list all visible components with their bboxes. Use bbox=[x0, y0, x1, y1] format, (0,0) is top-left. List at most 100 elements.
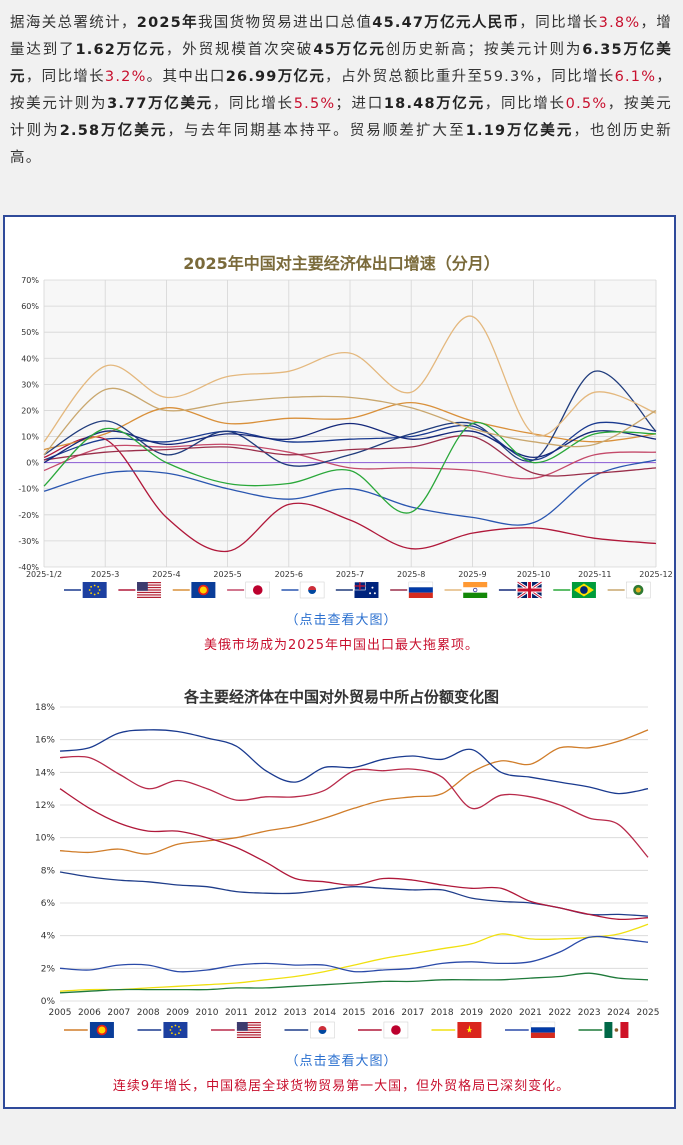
view-large-link-1[interactable]: （点击查看大图） bbox=[285, 613, 398, 628]
intro-text-segment: ；进口 bbox=[335, 96, 384, 112]
chart1-series-line bbox=[43, 421, 657, 514]
chart1-legend-item[interactable] bbox=[390, 581, 434, 598]
chart1-y-tick-label: 60% bbox=[21, 302, 39, 311]
chart2-x-tick-label: 2005 bbox=[49, 1008, 72, 1018]
chart1-x-tick-label: 2025-1/2 bbox=[26, 570, 62, 579]
chart1-series-line bbox=[43, 422, 657, 464]
chart2-legend-item[interactable] bbox=[578, 1022, 629, 1038]
chart1-legend-item[interactable] bbox=[444, 582, 488, 598]
intro-paragraph: 据海关总署统计，2025年我国货物贸易进出口总值45.47万亿元人民币，同比增长… bbox=[10, 10, 672, 172]
chart2-y-tick-label: 14% bbox=[35, 768, 55, 778]
chart2-y-tick-label: 8% bbox=[41, 866, 56, 876]
chart1-x-tick-label: 2025-12 bbox=[639, 570, 672, 579]
intro-text-segment: 创历史新高；按美元计则为 bbox=[385, 42, 583, 58]
intro-text-segment: ，同比增长 bbox=[535, 69, 615, 85]
chart1-x-tick-label: 2025-4 bbox=[152, 570, 180, 579]
chart1-y-tick-label: 10% bbox=[21, 433, 39, 442]
intro-text-segment: 3.77万亿美元 bbox=[107, 96, 213, 112]
intro-text-segment: ，按美元计则为 bbox=[10, 96, 673, 139]
chart1-y-tick-label: -40% bbox=[18, 563, 39, 572]
growth-rate-value: 0.5% bbox=[565, 96, 608, 112]
chart2-legend-item[interactable] bbox=[64, 1022, 114, 1038]
chart2-x-tick-label: 2018 bbox=[431, 1008, 454, 1018]
chart1-y-tick-label: 0% bbox=[26, 459, 39, 468]
chart2-x-tick-label: 2009 bbox=[166, 1008, 189, 1018]
chart1-series-line bbox=[43, 436, 657, 552]
chart1-legend-item[interactable] bbox=[607, 581, 651, 599]
chart2-y-tick-label: 6% bbox=[41, 899, 56, 909]
eu-flag-icon bbox=[82, 582, 107, 598]
chart2-plot-area bbox=[60, 707, 648, 1001]
chart1-y-tick-label: -20% bbox=[18, 511, 39, 520]
australia-flag-icon bbox=[354, 581, 379, 598]
us-flag-icon bbox=[137, 582, 162, 598]
chart1-series-line bbox=[43, 435, 657, 477]
vietnam-flag-icon bbox=[457, 1022, 482, 1038]
chart1-y-tick-label: -10% bbox=[18, 485, 39, 494]
chart1-y-tick-label: -30% bbox=[18, 537, 39, 546]
chart2-y-tick-label: 16% bbox=[35, 736, 55, 746]
asean-flag-icon bbox=[89, 1022, 114, 1038]
intro-text-segment: 。其中出口 bbox=[146, 69, 226, 85]
chart2-x-tick-label: 2015 bbox=[343, 1008, 366, 1018]
chart2-x-tick-label: 2023 bbox=[578, 1008, 601, 1018]
intro-text-segment: ，按美元计则为 bbox=[10, 69, 673, 112]
chart2-x-tick-label: 2007 bbox=[107, 1008, 130, 1018]
chart1-x-tick-label: 2025-3 bbox=[91, 570, 119, 579]
chart2-y-tick-label: 18% bbox=[35, 703, 55, 713]
intro-text-segment: 45.47万亿元人民币 bbox=[372, 15, 520, 31]
chart2-series-line bbox=[59, 755, 649, 858]
chart2-legend-item[interactable] bbox=[284, 1021, 335, 1039]
mexico-flag-icon bbox=[604, 1022, 629, 1038]
chart1-legend-item[interactable] bbox=[498, 580, 543, 600]
chart1-legend-item[interactable] bbox=[335, 581, 379, 598]
chart2-x-tick-label: 2019 bbox=[460, 1008, 483, 1018]
russia-flag-icon bbox=[530, 1021, 556, 1038]
chart2-legend-item[interactable] bbox=[358, 1021, 409, 1039]
chart2-y-tick-label: 2% bbox=[41, 964, 56, 974]
growth-rate-value: 3.2% bbox=[104, 69, 147, 85]
chart2-x-tick-label: 2010 bbox=[196, 1008, 219, 1018]
us-flag-icon bbox=[236, 1022, 261, 1038]
intro-text-segment: 59.3% bbox=[483, 69, 536, 85]
chart2-x-tick-label: 2017 bbox=[401, 1008, 424, 1018]
korea-flag-icon bbox=[299, 581, 325, 599]
chart2-legend-item[interactable] bbox=[211, 1022, 261, 1038]
chart1-y-tick-label: 30% bbox=[21, 380, 39, 389]
chart2-legend-item[interactable] bbox=[505, 1021, 556, 1038]
chart2-legend-item[interactable] bbox=[431, 1022, 482, 1038]
chart1-legend-item[interactable] bbox=[118, 582, 162, 598]
intro-text-segment: 2025年 bbox=[136, 15, 198, 31]
chart2-series-line bbox=[59, 729, 649, 855]
chart2-title: 各主要经济体在中国对外贸易中所占份额变化图 bbox=[183, 688, 499, 706]
chart1-series-line bbox=[43, 401, 657, 451]
chart1-x-tick-label: 2025-7 bbox=[336, 570, 364, 579]
chart1-legend-item[interactable] bbox=[227, 581, 270, 599]
chart2-x-tick-label: 2016 bbox=[372, 1008, 395, 1018]
korea-flag-icon bbox=[310, 1021, 335, 1039]
chart1-legend-item[interactable] bbox=[172, 582, 216, 598]
chart2-x-tick-label: 2014 bbox=[313, 1008, 336, 1018]
chart1-series-line bbox=[43, 387, 657, 456]
chart2-caption: 连续9年增长，中国稳居全球货物贸易第一大国，但外贸格局已深刻变化。 bbox=[112, 1079, 571, 1094]
africa-flag-icon bbox=[626, 581, 651, 599]
chart1-series-line bbox=[43, 315, 657, 443]
chart1-legend-item[interactable] bbox=[281, 581, 325, 599]
intro-text-segment: 据海关总署统计， bbox=[10, 15, 137, 31]
chart1-legend-item[interactable] bbox=[64, 582, 107, 598]
chart2-y-tick-label: 0% bbox=[41, 997, 56, 1007]
intro-text-segment: 1.19万亿美元 bbox=[465, 123, 574, 139]
chart1-legend-item[interactable] bbox=[553, 582, 596, 598]
japan-flag-icon bbox=[245, 581, 270, 599]
chart2-x-tick-label: 2008 bbox=[137, 1008, 160, 1018]
intro-text-segment: 1.62万亿元 bbox=[75, 42, 166, 58]
chart2-legend-item[interactable] bbox=[137, 1022, 188, 1038]
chart2-x-tick-label: 2012 bbox=[254, 1008, 277, 1018]
chart2-series-line bbox=[59, 972, 649, 994]
asean-flag-icon bbox=[191, 582, 216, 598]
intro-text-segment: 18.48万亿元 bbox=[383, 96, 485, 112]
view-large-link-2[interactable]: （点击查看大图） bbox=[285, 1054, 398, 1069]
chart1-y-tick-label: 40% bbox=[21, 354, 39, 363]
chart2-series-line bbox=[59, 788, 649, 921]
